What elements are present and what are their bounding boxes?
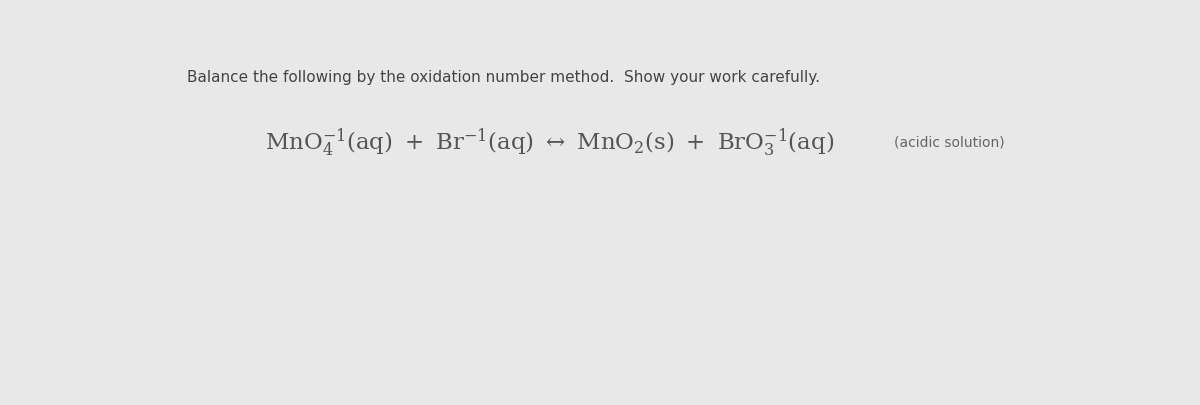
Text: $\mathregular{MnO_4^{-1}(aq)\ +\ Br^{-1}(aq)\ \leftrightarrow\ MnO_2(s)\ +\ BrO_: $\mathregular{MnO_4^{-1}(aq)\ +\ Br^{-1}… (265, 126, 834, 159)
Text: (acidic solution): (acidic solution) (894, 135, 1004, 149)
Text: Balance the following by the oxidation number method.  Show your work carefully.: Balance the following by the oxidation n… (187, 70, 821, 85)
